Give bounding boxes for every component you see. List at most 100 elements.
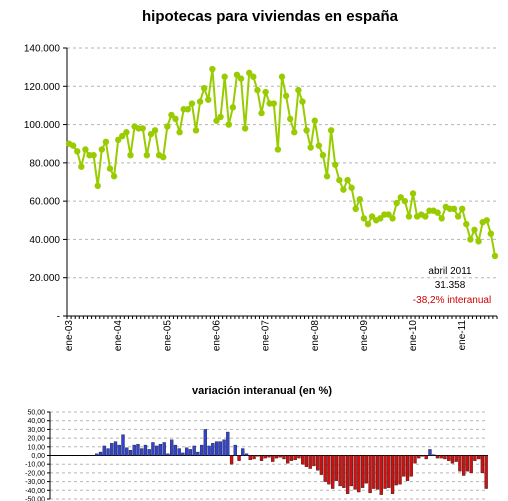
sub-bar (473, 455, 477, 461)
sub-bar (349, 455, 354, 487)
sub-bar (110, 443, 114, 456)
main-data-point (209, 65, 216, 73)
main-series (65, 65, 499, 260)
main-data-point (188, 100, 196, 107)
sub-bar (256, 455, 260, 457)
main-data-point (229, 104, 237, 111)
sub-bar (211, 443, 215, 456)
main-data-point (200, 85, 208, 92)
main-data-point (393, 199, 400, 207)
sub-bar (140, 448, 144, 456)
main-data-point (295, 86, 302, 94)
main-data-point (98, 146, 106, 153)
sub-bar (102, 445, 106, 456)
main-data-point (282, 92, 290, 100)
sub-bar (357, 455, 361, 493)
sub-bar (117, 444, 121, 456)
main-data-point (389, 215, 396, 222)
main-data-point (299, 98, 306, 105)
main-data-point (176, 129, 183, 136)
main-data-point (303, 127, 310, 134)
main-data-point (94, 182, 101, 190)
main-x-tick-label: ene-06 (211, 320, 222, 352)
sub-bar (267, 455, 271, 458)
sub-bar (387, 455, 391, 488)
main-data-point (450, 205, 458, 212)
main-data-point (405, 213, 413, 220)
sub-bar (143, 444, 148, 456)
main-y-tick-label: 20.000 (29, 273, 60, 284)
main-data-point (217, 113, 224, 121)
main-data-point (254, 86, 261, 94)
main-data-point (119, 132, 126, 140)
sub-bar (334, 455, 339, 481)
sub-bar (301, 455, 305, 465)
main-data-point (291, 129, 298, 136)
sub-y-tick-label: 50,00 (27, 410, 45, 417)
sub-bar (170, 439, 174, 456)
sub-bar (454, 455, 458, 462)
sub-bar (98, 451, 103, 456)
sub-bar (218, 441, 222, 456)
sub-bar (136, 444, 140, 456)
main-data-point (323, 173, 331, 180)
main-data-point (475, 238, 482, 245)
sub-bar (278, 455, 282, 458)
sub-bar (428, 449, 432, 456)
sub-bar (476, 455, 481, 460)
sub-bar (417, 455, 421, 459)
sub-bar (447, 455, 451, 461)
main-data-point (319, 152, 327, 159)
main-data-point (377, 215, 384, 222)
sub-bar (450, 455, 455, 464)
main-data-point (106, 165, 114, 172)
sub-bar (424, 455, 428, 460)
sub-bar (439, 455, 443, 459)
main-x-tick-label: ene-07 (261, 320, 272, 352)
main-data-point (286, 115, 294, 123)
main-data-point (307, 144, 314, 151)
main-data-point (364, 220, 372, 228)
sub-bar (379, 455, 383, 495)
sub-bar (184, 447, 189, 456)
main-data-point (147, 130, 155, 138)
sub-bar (338, 455, 342, 487)
main-data-point (258, 109, 265, 117)
sub-bar (147, 449, 151, 456)
main-data-point (274, 146, 282, 153)
main-data-point (422, 213, 429, 220)
sub-bar (398, 455, 402, 485)
sub-bar (226, 431, 230, 456)
sub-bar (319, 455, 324, 475)
sub-bar (203, 429, 208, 456)
sub-y-tick-label: -40,00 (25, 488, 45, 495)
sub-y-tick-label: -20,00 (25, 470, 45, 477)
sub-bar (304, 455, 309, 467)
sub-bar (469, 455, 473, 474)
main-data-point (491, 252, 499, 260)
main-data-point (311, 117, 318, 124)
sub-bar (345, 455, 350, 494)
main-data-point (192, 127, 200, 134)
sub-bar (327, 455, 331, 485)
main-data-point (139, 125, 146, 132)
sub-y-tick-label: -50,00 (25, 497, 45, 501)
main-data-point (225, 121, 232, 128)
sub-bar (465, 455, 470, 472)
sub-bar (244, 453, 249, 456)
sub-bar (214, 441, 219, 456)
sub-bar (181, 452, 185, 456)
main-data-point (332, 161, 339, 168)
main-data-point (487, 230, 495, 237)
sub-bar (241, 448, 245, 456)
sub-y-tick-label: 30,00 (27, 427, 45, 434)
sub-bar (248, 455, 252, 460)
main-data-point (409, 190, 417, 197)
sub-y-tick-label: 20,00 (27, 436, 45, 443)
sub-bar (252, 455, 256, 460)
sub-bar (199, 444, 204, 456)
sub-bar (308, 455, 312, 469)
sub-bar (312, 455, 316, 467)
main-data-point (160, 153, 167, 161)
sub-bar (364, 455, 368, 484)
